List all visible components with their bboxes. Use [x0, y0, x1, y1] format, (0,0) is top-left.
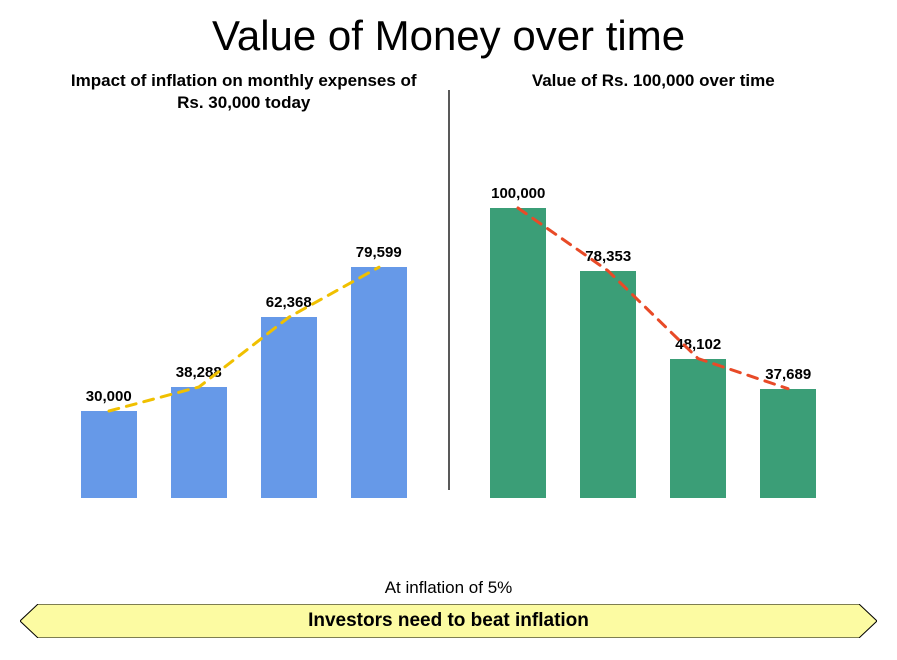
- page-title: Value of Money over time: [0, 0, 897, 70]
- right-chart-panel: Value of Rs. 100,000 over time 100,000 78…: [450, 70, 858, 530]
- left-chart-subtitle: Impact of inflation on monthly expenses …: [40, 70, 448, 118]
- bar-item: 48,102: [653, 336, 743, 498]
- bar-label: 30,000: [86, 388, 132, 405]
- bar-rect: [580, 271, 636, 498]
- bar-rect: [760, 389, 816, 498]
- bar-item: 79,599: [334, 244, 424, 498]
- charts-row: Impact of inflation on monthly expenses …: [0, 70, 897, 530]
- bar-label: 48,102: [675, 336, 721, 353]
- right-chart-subtitle: Value of Rs. 100,000 over time: [512, 70, 795, 118]
- bar-rect: [670, 359, 726, 498]
- bar-rect: [490, 208, 546, 498]
- left-chart-area: 30,000 38,288 62,368 79,599: [64, 128, 424, 498]
- bar-item: 38,288: [154, 364, 244, 498]
- bar-item: 100,000: [473, 185, 563, 498]
- bar-label: 78,353: [585, 248, 631, 265]
- bar-rect: [171, 387, 227, 498]
- bar-rect: [81, 411, 137, 498]
- inflation-note: At inflation of 5%: [0, 578, 897, 598]
- footer-area: At inflation of 5% Investors need to bea…: [0, 578, 897, 638]
- bar-label: 79,599: [356, 244, 402, 261]
- left-chart-panel: Impact of inflation on monthly expenses …: [40, 70, 448, 530]
- bar-item: 37,689: [743, 366, 833, 498]
- bar-label: 62,368: [266, 294, 312, 311]
- banner: Investors need to beat inflation: [20, 604, 877, 638]
- bar-label: 37,689: [765, 366, 811, 383]
- bar-rect: [351, 267, 407, 498]
- bar-item: 30,000: [64, 388, 154, 498]
- bar-label: 100,000: [491, 185, 545, 202]
- banner-text: Investors need to beat inflation: [308, 610, 589, 632]
- bar-rect: [261, 317, 317, 498]
- bar-item: 78,353: [563, 248, 653, 498]
- right-chart-area: 100,000 78,353 48,102 37,689: [473, 128, 833, 498]
- bar-item: 62,368: [244, 294, 334, 498]
- bar-label: 38,288: [176, 364, 222, 381]
